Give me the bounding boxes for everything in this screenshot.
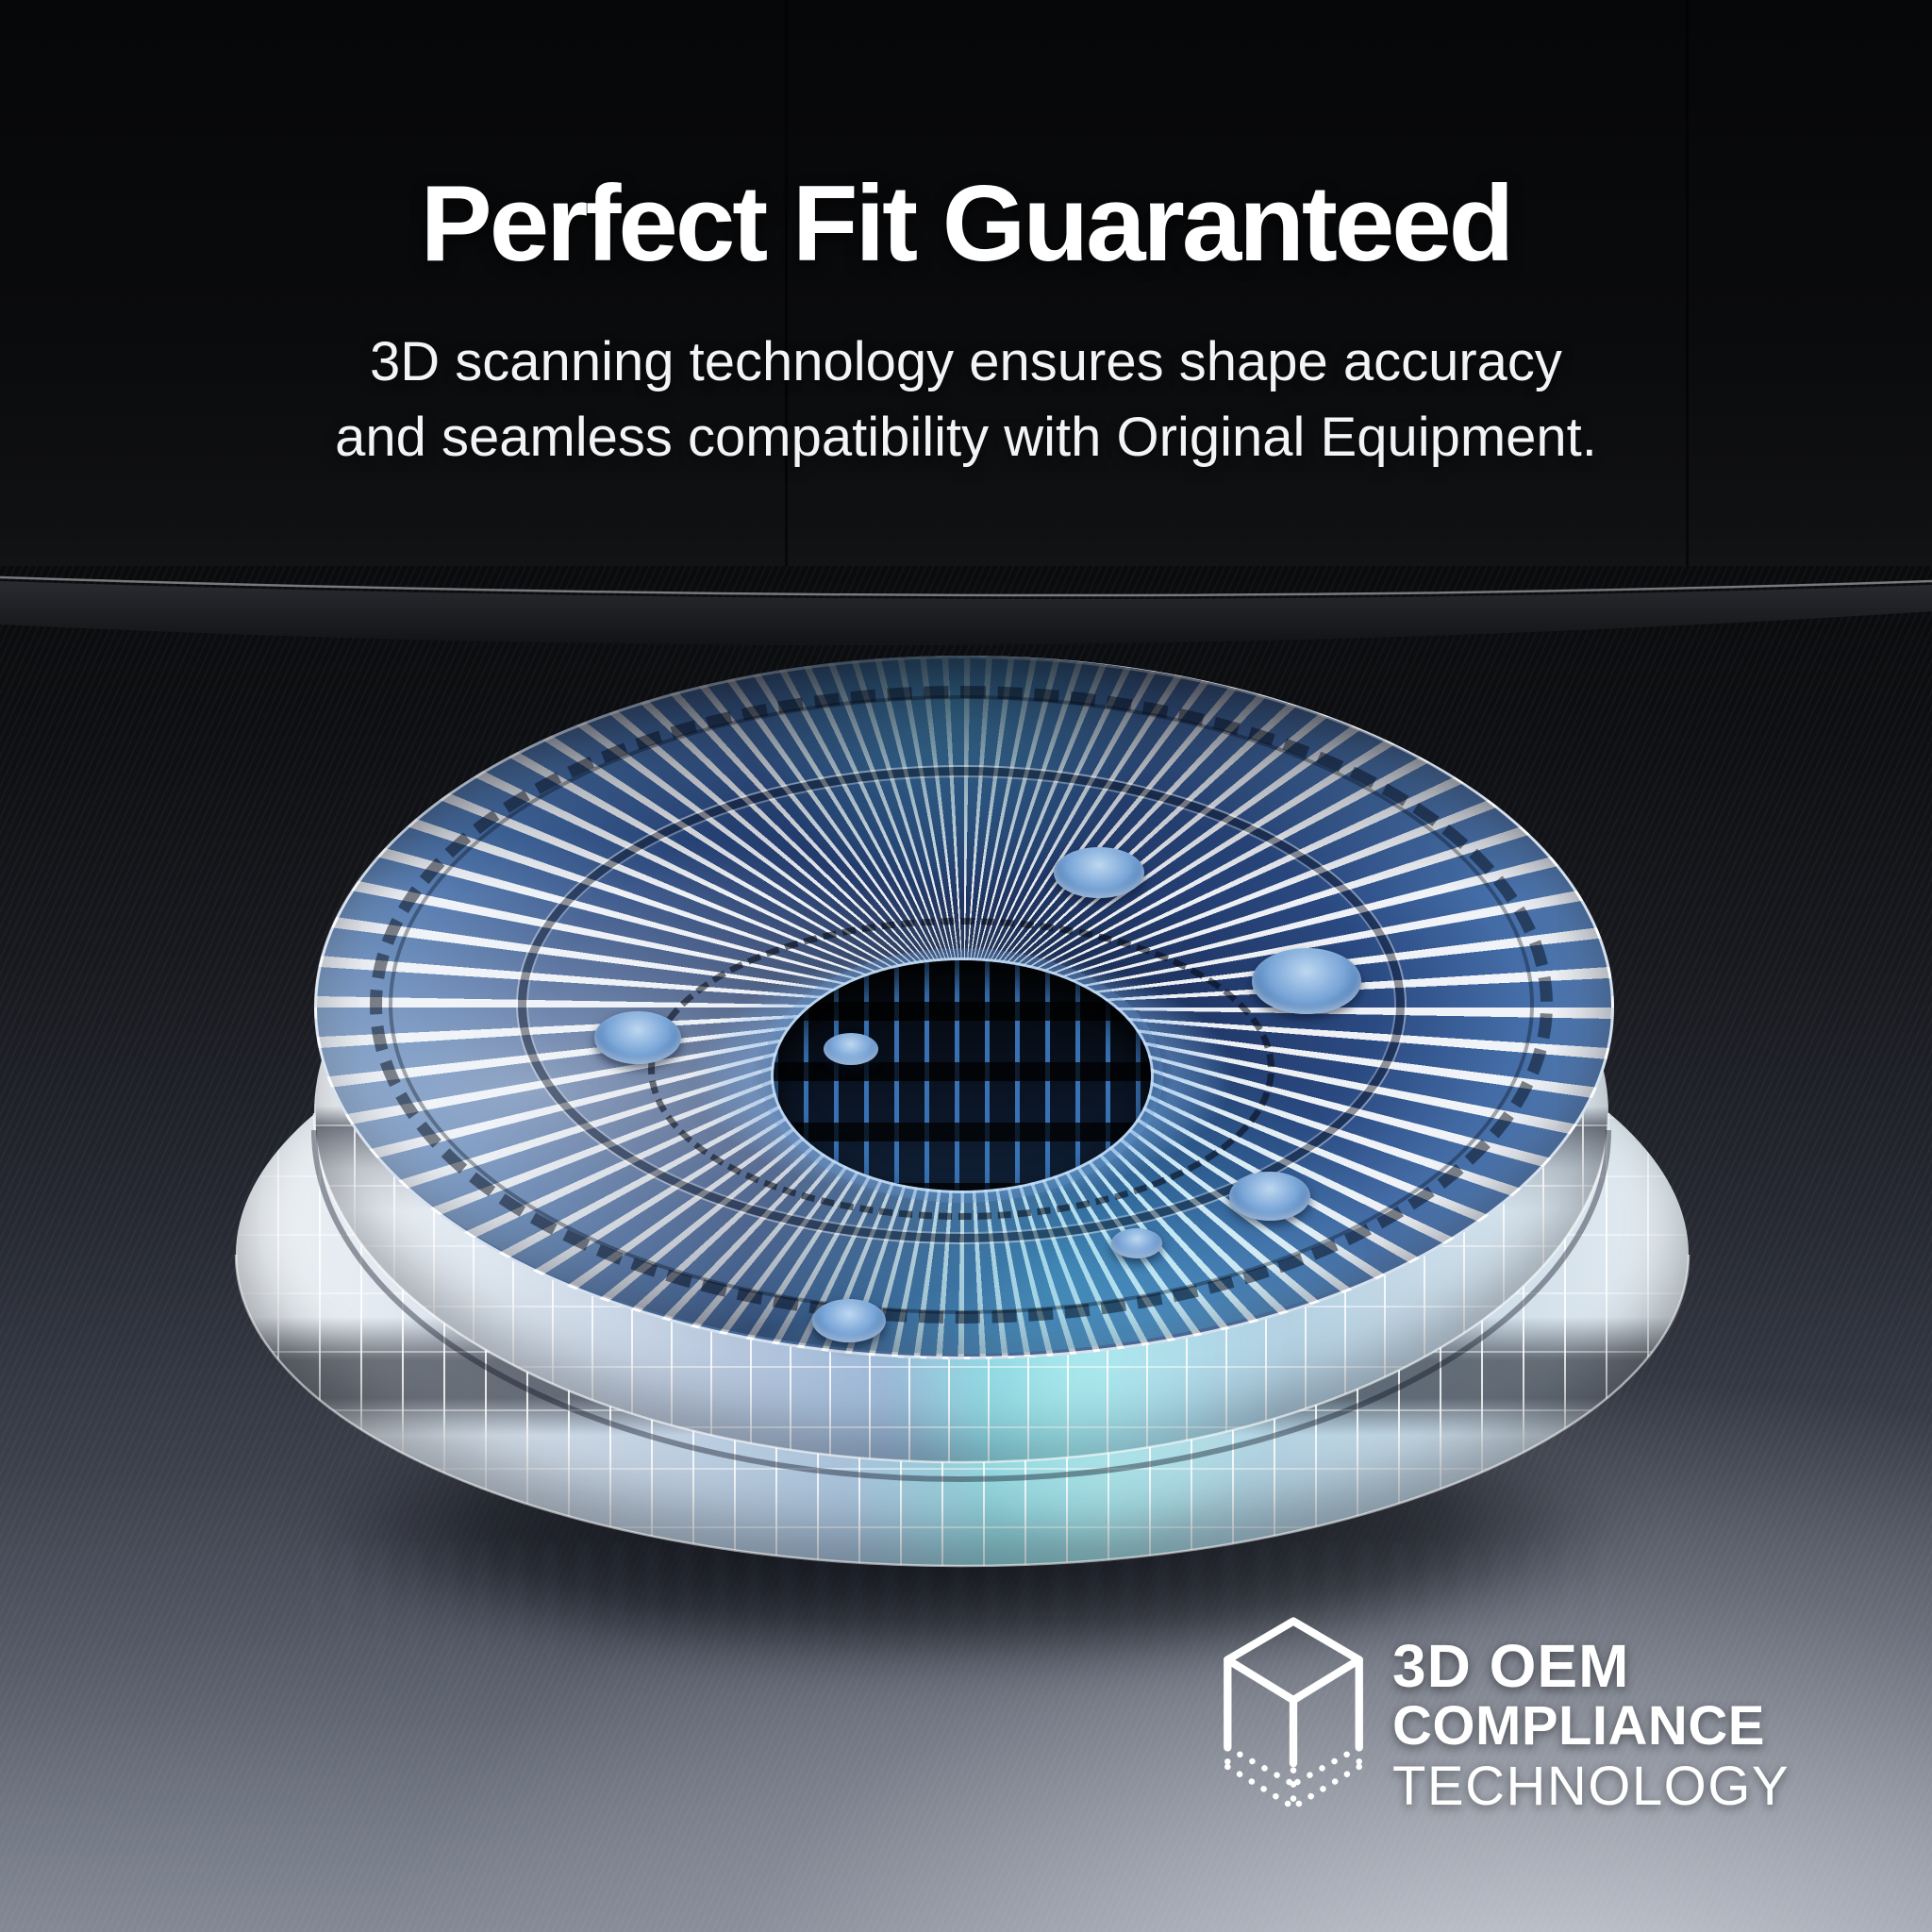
backdrop-wall	[0, 0, 1932, 611]
subtitle: 3D scanning technology ensures shape acc…	[0, 325, 1932, 475]
subtitle-line-2: and seamless compatibility with Original…	[335, 407, 1597, 468]
wall-seam-left	[785, 0, 788, 611]
lug-hole	[594, 1011, 681, 1064]
badge-line-1: 3D OEM	[1392, 1632, 1630, 1700]
badge-line-2: COMPLIANCE	[1392, 1695, 1765, 1757]
page-title: Perfect Fit Guaranteed	[420, 164, 1515, 284]
wireframe-cube-icon	[1224, 1617, 1363, 1810]
hub-bore	[774, 960, 1151, 1191]
drum-reflection	[311, 1542, 1623, 1778]
badge-line-3: TECHNOLOGY	[1392, 1756, 1790, 1817]
headline: Perfect Fit Guaranteed	[0, 160, 1932, 290]
pilot-hole	[1111, 1228, 1162, 1258]
pilot-hole	[824, 1033, 878, 1065]
lug-hole	[1229, 1172, 1310, 1221]
lug-hole	[812, 1299, 886, 1342]
wall-seam-right	[1686, 0, 1689, 611]
lug-hole	[1054, 847, 1144, 898]
subtitle-line-1: 3D scanning technology ensures shape acc…	[370, 331, 1562, 392]
badge-text: 3D OEM COMPLIANCE TECHNOLOGY	[1392, 1615, 1790, 1817]
lug-hole	[1252, 948, 1361, 1014]
compliance-badge: 3D OEM COMPLIANCE TECHNOLOGY	[1219, 1615, 1790, 1817]
